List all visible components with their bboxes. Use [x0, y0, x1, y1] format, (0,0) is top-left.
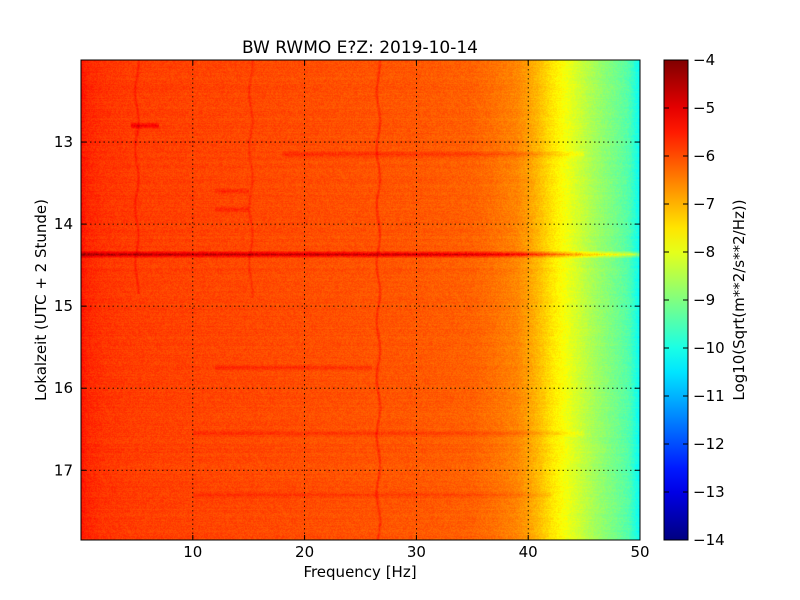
colorbar-tick-label: −11 — [693, 387, 725, 405]
colorbar-tick-label: −9 — [693, 291, 715, 309]
colorbar-tick-label: −6 — [693, 147, 715, 165]
y-tick-label: 16 — [54, 379, 73, 397]
y-axis-ticks: 13 14 15 16 17 — [54, 133, 640, 479]
colorbar-tick-label: −12 — [693, 435, 725, 453]
y-axis-label: Lokalzeit (UTC + 2 Stunde) — [32, 199, 50, 401]
colorbar-tick-label: −10 — [693, 339, 725, 357]
x-tick-label: 40 — [519, 543, 538, 561]
x-tick-label: 50 — [630, 543, 649, 561]
x-tick-label: 30 — [407, 543, 426, 561]
plot-area-frame — [80, 59, 641, 541]
x-axis-label: Frequency [Hz] — [303, 563, 416, 581]
colorbar-tick-label: −14 — [693, 531, 725, 549]
x-axis-ticks: 10 20 30 40 50 — [183, 60, 650, 561]
colorbar-tick-label: −13 — [693, 483, 725, 501]
colorbar-tick-label: −4 — [693, 51, 715, 69]
colorbar-ticks: −4 −5 −6 −7 −8 −9 −10 −11 −12 −13 −14 — [664, 51, 725, 549]
y-tick-label: 17 — [54, 461, 73, 479]
colorbar-label: Log10(Sqrt(m**2/s**2/Hz)) — [730, 199, 748, 400]
colorbar-tick-label: −5 — [693, 99, 715, 117]
chart-title: BW RWMO E?Z: 2019-10-14 — [242, 38, 478, 58]
y-tick-label: 15 — [54, 297, 73, 315]
spectrogram-image-frame — [81, 60, 640, 540]
x-tick-label: 10 — [183, 543, 202, 561]
colorbar-tick-label: −7 — [693, 195, 715, 213]
y-tick-label: 13 — [54, 133, 73, 151]
colorbar-tick-label: −8 — [693, 243, 715, 261]
spectrogram-image — [81, 60, 640, 540]
y-tick-label: 14 — [54, 215, 73, 233]
grid — [81, 60, 640, 540]
x-tick-label: 20 — [295, 543, 314, 561]
